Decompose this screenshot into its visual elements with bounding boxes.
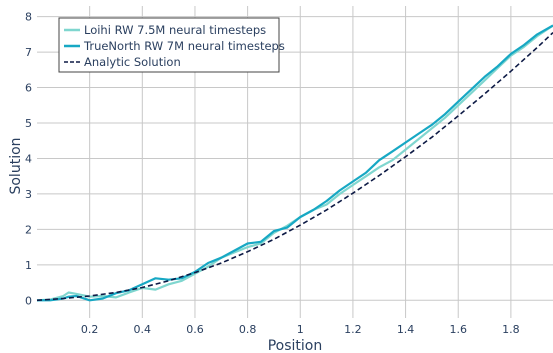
legend-label: Loihi RW 7.5M neural timesteps <box>84 23 266 37</box>
legend-label: TrueNorth RW 7M neural timesteps <box>83 39 285 53</box>
x-tick-label: 1.4 <box>397 323 415 336</box>
y-axis-title: Solution <box>8 137 24 194</box>
y-tick-label: 5 <box>25 117 32 130</box>
x-tick-label: 1.2 <box>344 323 362 336</box>
y-tick-label: 4 <box>25 152 32 165</box>
legend: Loihi RW 7.5M neural timesteps TrueNorth … <box>59 18 285 72</box>
y-axis-ticks: 0 1 2 3 4 5 6 7 8 <box>25 11 32 308</box>
x-tick-label: 1.8 <box>502 323 520 336</box>
x-axis-title: Position <box>268 338 323 353</box>
y-tick-label: 7 <box>25 46 32 59</box>
y-tick-label: 1 <box>25 259 32 272</box>
x-tick-label: 0.4 <box>134 323 152 336</box>
x-tick-label: 0.6 <box>186 323 204 336</box>
y-tick-label: 0 <box>25 294 32 307</box>
y-tick-label: 6 <box>25 82 32 95</box>
y-tick-label: 8 <box>25 11 32 24</box>
series-line-3 <box>37 33 553 301</box>
legend-label: Analytic Solution <box>84 55 181 69</box>
y-tick-label: 3 <box>25 188 32 201</box>
x-tick-label: 0.2 <box>81 323 99 336</box>
x-tick-label: 1.6 <box>449 323 467 336</box>
x-tick-label: 1 <box>297 323 304 336</box>
x-tick-label: 0.8 <box>239 323 257 336</box>
x-axis-ticks: 0.2 0.4 0.6 0.8 1 1.2 1.4 1.6 1.8 <box>81 323 520 336</box>
y-tick-label: 2 <box>25 223 32 236</box>
